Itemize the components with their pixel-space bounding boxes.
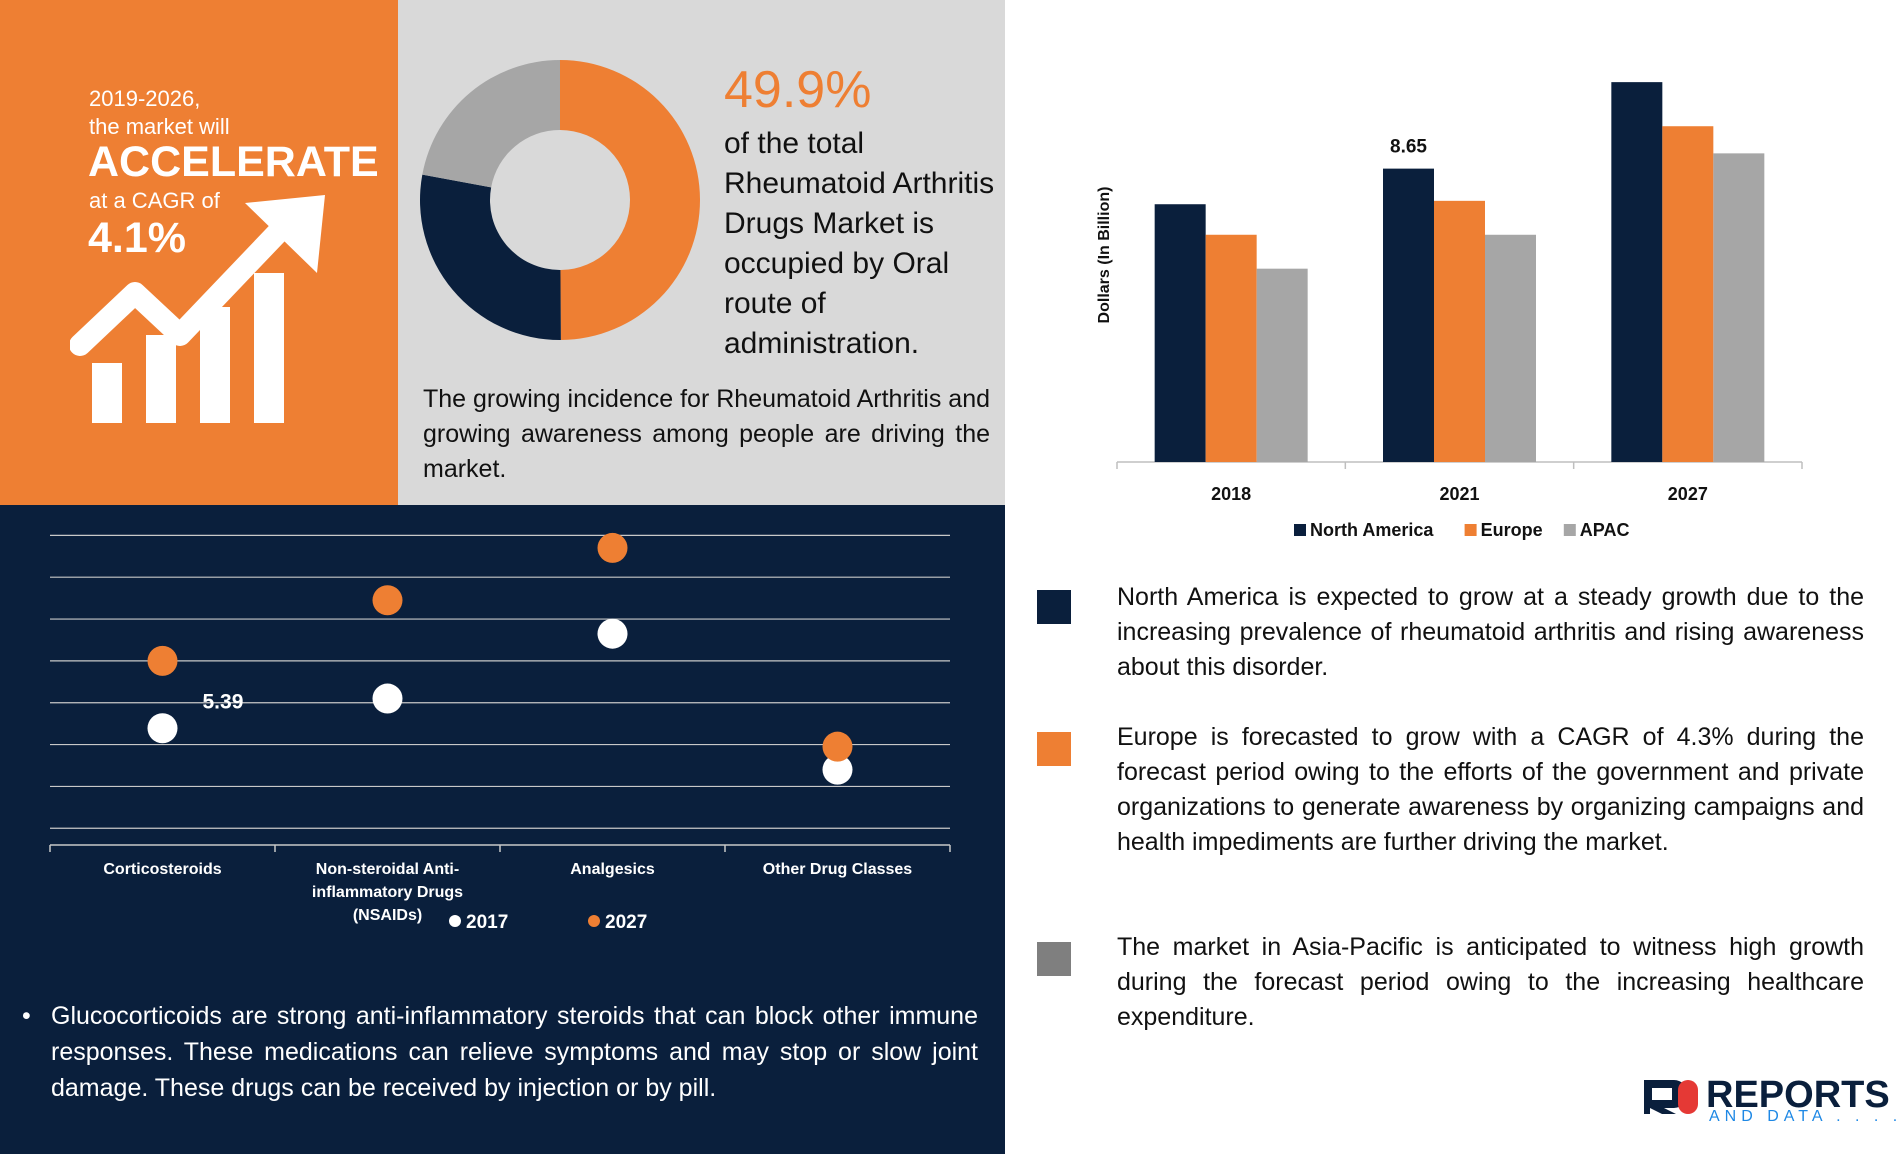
- growth-chart-icon: [70, 195, 325, 423]
- x-tick-label: (NSAIDs): [353, 907, 422, 924]
- bar: [1713, 153, 1765, 462]
- drug-class-dot-chart: Corticosteroids Non-steroidal Anti-inflam…: [49, 532, 951, 933]
- dot-point: [822, 731, 853, 762]
- dot-point: [822, 754, 853, 785]
- market-driver-text: The growing incidence for Rheumatoid Art…: [423, 385, 990, 483]
- reports-and-data-logo-icon: [1644, 1080, 1698, 1114]
- cagr-value: 4.1%: [88, 214, 187, 262]
- bar: [1662, 126, 1714, 462]
- drug-class-panel: [0, 505, 1005, 1154]
- x-tick-label: 2027: [1668, 484, 1708, 504]
- dot-point: [597, 618, 628, 649]
- cagr-headline: ACCELERATE: [88, 138, 379, 186]
- bar: [1256, 268, 1308, 462]
- bar: [1383, 168, 1434, 462]
- legend-label: North America: [1310, 520, 1434, 540]
- bar: [1485, 234, 1536, 462]
- legend-label: 2017: [466, 912, 508, 933]
- x-tick-label: 2018: [1211, 484, 1251, 504]
- share-percent: 49.9%: [724, 61, 872, 119]
- data-label: 8.65: [1390, 137, 1427, 158]
- north-america-text: North America is expected to grow at a s…: [1117, 583, 1864, 681]
- bar: [1611, 82, 1663, 462]
- x-tick-label: 2021: [1439, 484, 1479, 504]
- logo-subtitle: AND DATA . . . .: [1709, 1108, 1903, 1125]
- route-share-donut: [420, 60, 700, 340]
- bar: [1154, 204, 1206, 462]
- dot-point: [372, 585, 403, 616]
- legend-label: 2027: [605, 912, 647, 933]
- dot-point: [147, 713, 178, 744]
- legend-swatch: [1464, 524, 1477, 536]
- legend-label: APAC: [1580, 520, 1630, 540]
- bullet-marker: •: [22, 1002, 31, 1030]
- dot-point: [147, 645, 178, 676]
- logo-wordmark: REPORTS: [1706, 1074, 1890, 1116]
- x-tick-label: Analgesics: [570, 861, 655, 878]
- legend-swatch: [1563, 524, 1576, 536]
- data-label: 5.39: [203, 690, 244, 713]
- glucocorticoids-text: Glucocorticoids are strong anti-inflamma…: [51, 1002, 978, 1102]
- north-america-marker: [1037, 590, 1071, 624]
- legend-swatch: [1294, 524, 1306, 536]
- europe-text: Europe is forecasted to grow with a CAGR…: [1117, 723, 1864, 856]
- regional-bar-chart: 2018 2021 2027 8.65 Dollars (In Billion) Nort…: [1096, 82, 1803, 540]
- cagr-market-text: the market will: [89, 114, 230, 139]
- apac-text: The market in Asia-Pacific is anticipate…: [1117, 933, 1864, 1031]
- x-tick-label: Non-steroidal Anti-: [316, 861, 459, 878]
- apac-marker: [1037, 942, 1071, 976]
- share-description: of the total Rheumatoid Arthritis Drugs …: [724, 127, 995, 360]
- europe-marker: [1037, 732, 1071, 766]
- legend-swatch: [588, 915, 600, 927]
- donut-slice: [560, 60, 700, 340]
- dot-point: [597, 532, 628, 563]
- legend-label: Europe: [1481, 520, 1543, 540]
- legend-swatch: [449, 915, 461, 927]
- cagr-panel: 2019-2026, the market will ACCELERATE at…: [0, 0, 398, 505]
- x-tick-label: inflammatory Drugs: [312, 884, 463, 901]
- cagr-period: 2019-2026,: [89, 86, 201, 111]
- x-tick-label: Other Drug Classes: [763, 861, 912, 878]
- bar: [1434, 200, 1485, 462]
- donut-slice: [420, 174, 561, 340]
- donut-slice: [422, 60, 560, 188]
- x-tick-label: Corticosteroids: [103, 861, 221, 878]
- y-axis-label: Dollars (In Billion): [1096, 187, 1113, 324]
- bar: [1205, 234, 1257, 462]
- dot-point: [372, 683, 403, 714]
- cagr-label: at a CAGR of: [89, 188, 220, 213]
